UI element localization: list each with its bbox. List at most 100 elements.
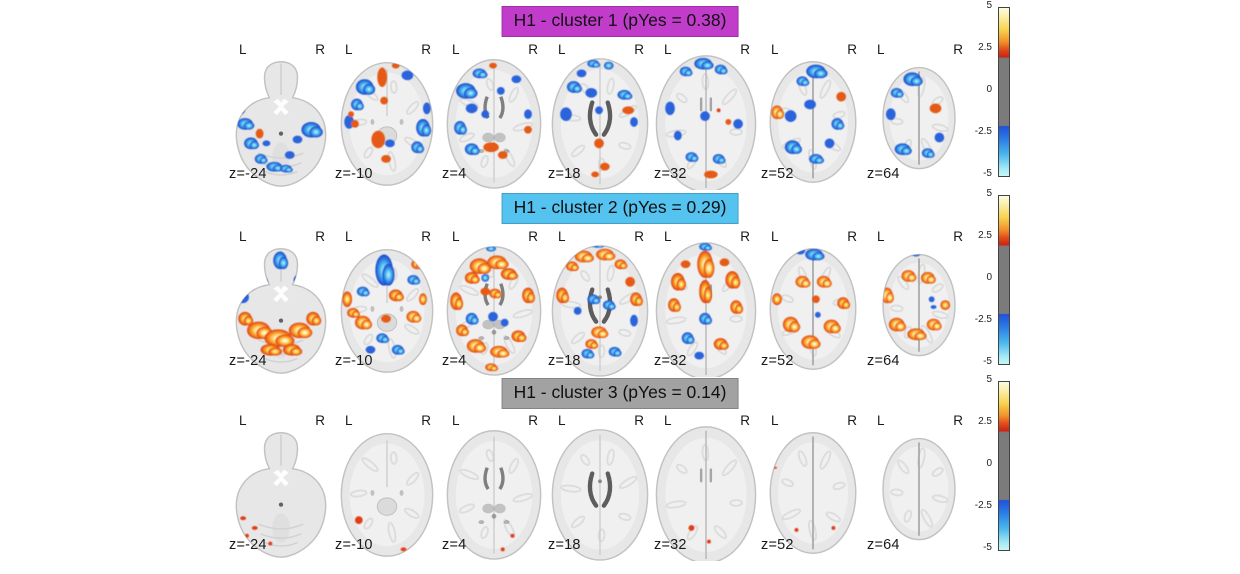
colorbar-tick-label: 0 [986, 272, 992, 283]
slice-z-label: z=64 [867, 353, 900, 369]
axial-brain-svg [446, 59, 542, 189]
cluster-3-title: H1 - cluster 3 (pYes = 0.14) [501, 378, 739, 409]
brain-slice: L R z=-10 [334, 42, 440, 190]
cluster-3-colorbar: 5 2.5 0 -2.5 -5 [975, 375, 1010, 553]
brain-slice: L R z=-24 [228, 229, 334, 377]
axial-brain-svg [446, 430, 542, 560]
slice-z-label: z=-10 [335, 166, 373, 182]
slice-z-label: z=52 [761, 537, 794, 553]
left-hemisphere-label: L [664, 42, 672, 57]
colorbar-tick-label: 5 [986, 374, 992, 385]
axial-brain-svg [655, 55, 757, 190]
left-hemisphere-label: L [664, 413, 672, 428]
activation-blobs [665, 57, 743, 179]
axial-brain-svg [340, 248, 434, 373]
colorbar-gradient [998, 381, 1010, 551]
left-hemisphere-label: L [771, 42, 779, 57]
slice-z-label: z=4 [442, 353, 467, 369]
colorbar-tick-label: -2.5 [974, 314, 992, 325]
right-hemisphere-label: R [421, 229, 431, 244]
slice-z-label: z=64 [867, 166, 900, 182]
axial-brain-svg [882, 437, 956, 541]
activation-blobs [344, 62, 432, 163]
colorbar-tick-label: 5 [986, 0, 992, 11]
left-hemisphere-label: L [558, 413, 566, 428]
brain-slice: L R z=4 [441, 413, 547, 561]
slice-z-label: z=4 [442, 537, 467, 553]
right-hemisphere-label: R [634, 413, 644, 428]
axial-brain-svg [340, 432, 434, 557]
slice-z-label: z=-10 [335, 353, 373, 369]
right-hemisphere-label: R [421, 413, 431, 428]
brain-slice: L R z=4 [441, 229, 547, 377]
slice-z-label: z=4 [442, 166, 467, 182]
axial-brain-svg [882, 253, 956, 357]
left-hemisphere-label: L [558, 229, 566, 244]
left-hemisphere-label: L [452, 229, 460, 244]
brain-slice: L R z=18 [547, 229, 653, 377]
left-hemisphere-label: L [239, 413, 247, 428]
activation-blobs [885, 72, 945, 158]
right-hemisphere-label: R [421, 42, 431, 57]
left-hemisphere-label: L [877, 42, 885, 57]
right-hemisphere-label: R [315, 413, 325, 428]
left-hemisphere-label: L [452, 413, 460, 428]
left-hemisphere-label: L [877, 413, 885, 428]
axial-brain-svg [235, 247, 327, 374]
left-hemisphere-label: L [345, 413, 353, 428]
cluster-2-title: H1 - cluster 2 (pYes = 0.29) [501, 193, 739, 224]
slice-z-label: z=-24 [229, 166, 267, 182]
right-hemisphere-label: R [953, 413, 963, 428]
right-hemisphere-label: R [528, 413, 538, 428]
cluster-1-colorbar: 5 2.5 0 -2.5 -5 [975, 1, 1010, 179]
slice-z-label: z=32 [654, 353, 687, 369]
left-hemisphere-label: L [771, 229, 779, 244]
axial-brain-svg [769, 60, 857, 183]
axial-brain-svg [446, 246, 542, 376]
axial-brain-svg [551, 245, 649, 377]
left-hemisphere-label: L [239, 229, 247, 244]
brain-slice: L R z=32 [653, 42, 759, 190]
left-hemisphere-label: L [664, 229, 672, 244]
activation-blobs [883, 254, 951, 341]
colorbar-tick-label: -5 [983, 356, 992, 367]
colorbar-tick-label: -2.5 [974, 126, 992, 137]
colorbar-tick-label: 2.5 [978, 416, 992, 427]
activation-blobs [668, 242, 744, 360]
axial-brain-svg [235, 60, 327, 187]
slice-z-label: z=18 [548, 353, 581, 369]
colorbar-tick-label: 5 [986, 188, 992, 199]
right-hemisphere-label: R [740, 413, 750, 428]
slice-z-label: z=64 [867, 537, 900, 553]
right-hemisphere-label: R [740, 42, 750, 57]
right-hemisphere-label: R [528, 42, 538, 57]
brain-slice: L R z=-10 [334, 229, 440, 377]
colorbar-tick-label: 2.5 [978, 42, 992, 53]
activation-blobs [772, 248, 851, 349]
brain-slice: L R z=32 [653, 413, 759, 561]
left-hemisphere-label: L [771, 413, 779, 428]
slice-z-label: z=18 [548, 166, 581, 182]
axial-brain-svg [551, 429, 649, 561]
brain-slice: L R z=4 [441, 42, 547, 190]
activation-blobs [500, 533, 515, 552]
activation-blobs [771, 64, 847, 164]
axial-brain-svg [340, 61, 434, 186]
right-hemisphere-label: R [740, 229, 750, 244]
left-hemisphere-label: L [558, 42, 566, 57]
activation-blobs [354, 516, 407, 552]
activation-blobs [688, 525, 711, 544]
brain-slice: L R z=-24 [228, 413, 334, 561]
slice-z-label: z=-10 [335, 537, 373, 553]
right-hemisphere-label: R [528, 229, 538, 244]
right-hemisphere-label: R [953, 229, 963, 244]
colorbar-tick-label: -2.5 [974, 500, 992, 511]
brain-slice: L R z=18 [547, 42, 653, 190]
right-hemisphere-label: R [634, 42, 644, 57]
